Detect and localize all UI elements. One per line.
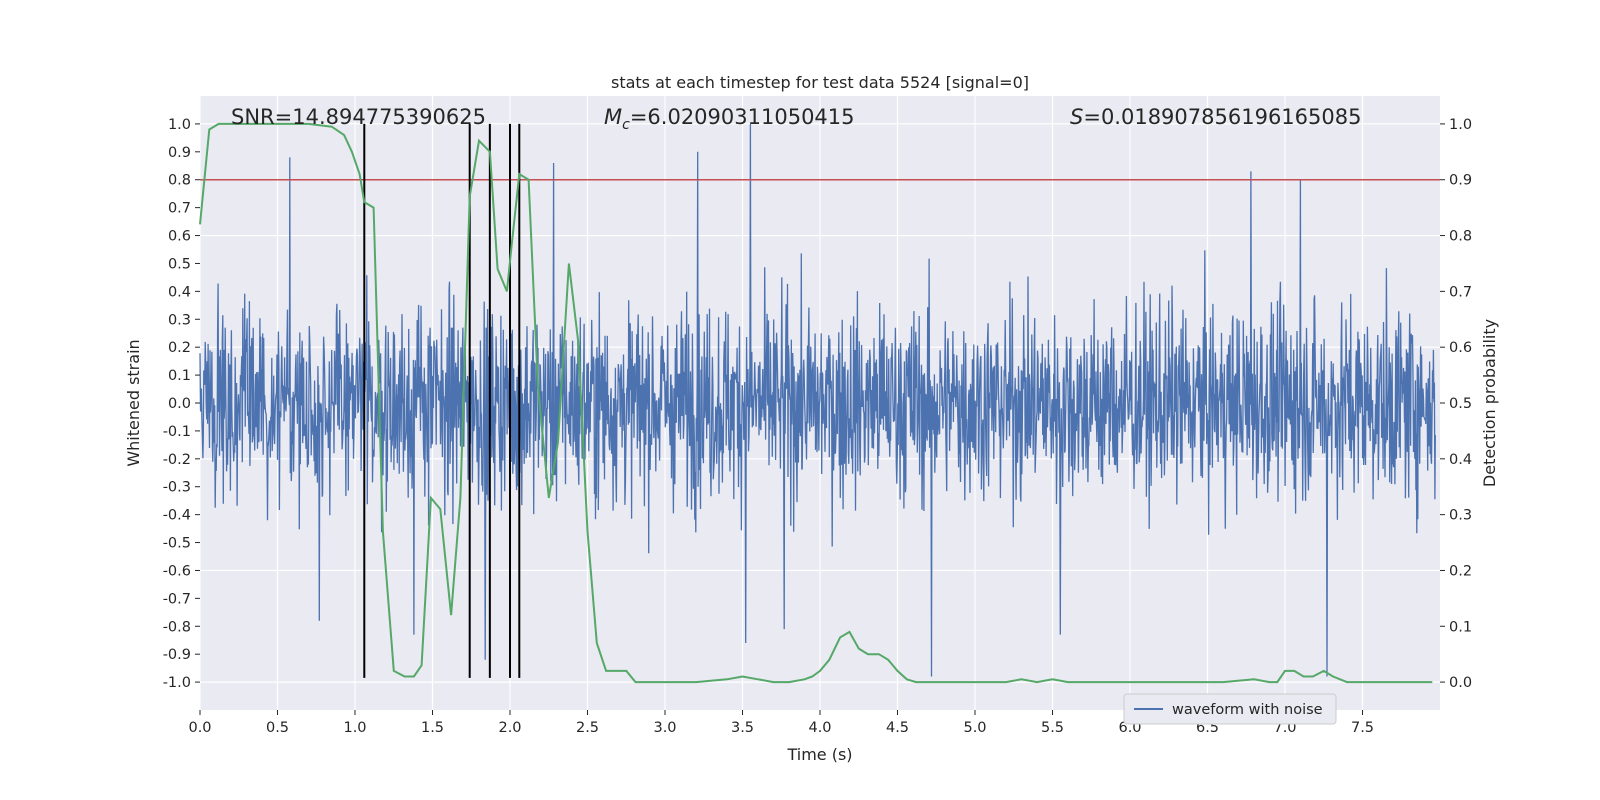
right-tick-label: 0.7 [1449, 284, 1472, 300]
legend-label: waveform with noise [1172, 702, 1323, 718]
x-tick-label: 5.0 [963, 720, 986, 736]
snr-annotation: SNR=14.894775390625 [231, 105, 486, 129]
chart-title: stats at each timestep for test data 552… [611, 73, 1029, 92]
y-tick-label: -0.1 [163, 424, 191, 440]
y-tick-label: -0.9 [163, 647, 191, 663]
right-tick-label: 0.8 [1449, 229, 1472, 245]
x-tick-label: 0.0 [188, 720, 211, 736]
y-tick-label: -0.8 [163, 619, 191, 635]
x-tick-label: 7.5 [1351, 720, 1374, 736]
y-tick-label: 0.6 [168, 229, 191, 245]
legend: waveform with noise [1123, 693, 1337, 725]
waveform-series [199, 123, 1436, 677]
x-axis-label: Time (s) [786, 745, 852, 764]
x-tick-label: 2.5 [576, 720, 599, 736]
right-tick-label: 0.5 [1449, 396, 1472, 412]
y-tick-label: -1.0 [163, 675, 191, 691]
y-tick-label: 0.1 [168, 368, 191, 384]
s-value: =0.018907856196165085 [1083, 105, 1361, 129]
right-tick-label: 1.0 [1449, 117, 1472, 133]
y-tick-label: 0.7 [168, 201, 191, 217]
probability-line [199, 122, 1433, 684]
y-axis-ticks: 1.0 0.9 0.8 0.7 0.6 0.5 0.4 0.3 0.2 0.1 0.0 -0.1 -0.… [163, 117, 200, 691]
waveform-path [199, 123, 1436, 677]
right-tick-label: 0.6 [1449, 340, 1472, 356]
y-tick-label: 0.0 [168, 396, 191, 412]
right-tick-label: 0.1 [1449, 619, 1472, 635]
y-tick-label: 0.2 [168, 340, 191, 356]
x-tick-label: 4.0 [808, 720, 831, 736]
x-tick-label: 1.0 [343, 720, 366, 736]
right-tick-label: 0.2 [1449, 563, 1472, 579]
y-tick-label: -0.3 [163, 480, 191, 496]
right-tick-label: 0.3 [1449, 508, 1472, 524]
y-tick-label: -0.7 [163, 591, 191, 607]
y-tick-label: -0.6 [163, 563, 191, 579]
y-tick-label: 0.5 [168, 256, 191, 272]
right-tick-label: 0.0 [1449, 675, 1472, 691]
x-tick-label: 0.5 [266, 720, 289, 736]
right-axis-label: Detection probability [1480, 319, 1499, 487]
mc-subscript: c [622, 117, 630, 133]
x-tick-label: 3.0 [653, 720, 676, 736]
x-tick-label: 1.5 [421, 720, 444, 736]
y-axis-label: Whitened strain [124, 339, 143, 466]
y-tick-label: 1.0 [168, 117, 191, 133]
y-tick-label: 0.4 [168, 284, 191, 300]
mc-value: =6.02090311050415 [630, 105, 855, 129]
y-tick-label: 0.3 [168, 312, 191, 328]
right-tick-label: 0.4 [1449, 452, 1472, 468]
right-tick-label: 0.9 [1449, 173, 1472, 189]
s-annotation: S=0.018907856196165085 [1070, 105, 1361, 129]
chirp-mass-annotation: Mc=6.02090311050415 [604, 105, 855, 133]
x-tick-label: 3.5 [731, 720, 754, 736]
y-tick-label: -0.5 [163, 536, 191, 552]
y-tick-label: 0.8 [168, 173, 191, 189]
x-axis-ticks: 0.0 0.5 1.0 1.5 2.0 2.5 3.0 3.5 4.0 4.5 5.0 5.5 6.0 6… [188, 710, 1374, 736]
y-tick-label: -0.4 [163, 508, 191, 524]
y-tick-label: -0.2 [163, 452, 191, 468]
y-tick-label: 0.9 [168, 145, 191, 161]
right-axis-ticks: 1.0 0.9 0.8 0.7 0.6 0.5 0.4 0.3 0.2 0.1 0.0 [1440, 117, 1472, 691]
x-tick-label: 5.5 [1041, 720, 1064, 736]
x-tick-label: 2.0 [498, 720, 521, 736]
x-tick-label: 4.5 [886, 720, 909, 736]
mc-symbol: M [604, 105, 622, 129]
s-symbol: S [1070, 105, 1083, 129]
legend-box [1123, 693, 1337, 725]
